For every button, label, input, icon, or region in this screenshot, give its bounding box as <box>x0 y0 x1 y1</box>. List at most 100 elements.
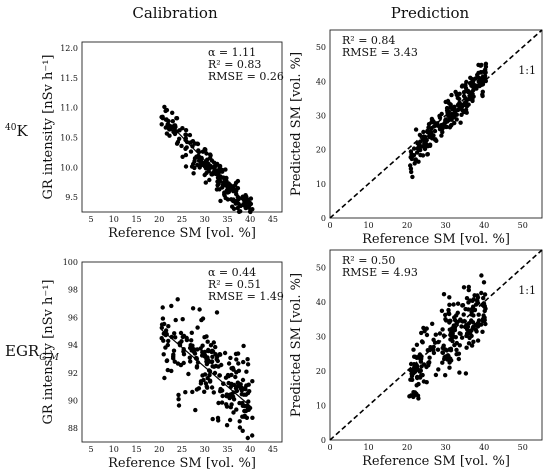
data-point <box>481 295 486 301</box>
data-point <box>211 390 216 395</box>
plot-frame <box>81 261 283 443</box>
one-to-one-label: 1:1 <box>518 284 536 297</box>
data-point <box>440 360 445 365</box>
y-tick-label: 12.0 <box>60 44 78 53</box>
data-point <box>231 206 237 211</box>
x-tick-label: 45 <box>268 215 278 224</box>
data-point <box>233 374 238 380</box>
data-point <box>409 371 414 376</box>
data-point <box>217 177 222 183</box>
data-point <box>176 403 182 408</box>
data-point <box>241 359 246 365</box>
data-point <box>440 129 445 135</box>
data-point <box>166 324 171 329</box>
data-point <box>478 70 484 75</box>
data-point <box>469 309 474 315</box>
data-point <box>223 167 228 172</box>
data-point <box>173 317 178 323</box>
data-point <box>414 374 420 380</box>
data-point <box>224 423 230 428</box>
y-tick-label: 98 <box>68 286 78 295</box>
y-tick-label: 50 <box>316 263 326 272</box>
data-point <box>209 359 215 365</box>
data-point <box>460 303 465 308</box>
data-point <box>430 321 435 326</box>
x-axis-title: Reference SM [vol. %] <box>362 454 510 469</box>
data-point <box>456 356 461 362</box>
data-point <box>191 161 196 167</box>
data-point <box>467 335 472 341</box>
data-point <box>222 192 227 197</box>
data-point <box>209 385 215 390</box>
data-point <box>466 96 472 102</box>
row-label-egr-main: EGR <box>5 342 40 360</box>
y-tick-label: 11.0 <box>60 104 78 113</box>
data-point <box>417 132 423 138</box>
data-point <box>473 327 479 333</box>
data-point <box>181 333 187 339</box>
data-point <box>446 354 451 359</box>
stat-annotation: RMSE = 3.43 <box>342 46 418 59</box>
data-point <box>469 90 474 95</box>
data-point <box>446 113 451 119</box>
data-point <box>245 362 251 367</box>
data-point <box>444 124 449 130</box>
data-point <box>220 388 225 393</box>
data-point <box>184 337 190 343</box>
x-tick-label: 20 <box>154 215 164 224</box>
data-point <box>238 386 243 391</box>
chart-prediction-40k: 0 10 20 30 40 50 0 10 20 30 40 50 Reference SM [vol.… <box>289 29 543 247</box>
data-point <box>424 364 429 370</box>
data-point <box>202 147 207 152</box>
plot-frame <box>81 41 283 213</box>
data-point <box>464 79 469 85</box>
data-point <box>216 418 221 423</box>
row-label-egr-subscript: G-M <box>39 353 59 363</box>
y-tick-label: 10.0 <box>60 163 78 172</box>
data-point <box>448 123 454 128</box>
data-point <box>237 425 243 430</box>
data-point <box>461 285 467 290</box>
data-point <box>164 358 170 363</box>
data-point <box>160 305 165 310</box>
x-tick-label: 35 <box>222 445 232 454</box>
data-point <box>189 347 194 352</box>
data-point <box>244 194 249 199</box>
data-point <box>479 273 484 278</box>
y-tick-label: 20 <box>316 367 326 376</box>
data-point <box>416 368 422 373</box>
stat-annotation: R² = 0.51 <box>208 278 261 291</box>
data-point <box>234 357 239 362</box>
y-tick-label: 11.5 <box>60 74 78 83</box>
data-point <box>206 169 211 174</box>
data-point <box>176 392 181 398</box>
data-point <box>187 132 193 138</box>
data-point <box>481 280 487 285</box>
data-point <box>213 352 218 357</box>
y-axis-title: Predicted SM [vol. %] <box>289 273 304 417</box>
data-point <box>466 287 471 293</box>
x-tick-label: 10 <box>109 445 119 454</box>
data-point <box>194 364 200 369</box>
data-point <box>236 209 242 214</box>
data-point <box>413 157 418 162</box>
data-point <box>236 368 242 373</box>
data-point <box>483 306 488 311</box>
data-point <box>441 333 447 338</box>
data-point <box>168 126 173 132</box>
data-point <box>224 188 229 193</box>
x-tick-label: 0 <box>327 221 332 230</box>
data-point <box>171 352 176 357</box>
data-point <box>222 350 228 356</box>
data-point <box>202 349 207 355</box>
data-point <box>172 359 177 364</box>
data-point <box>202 389 207 394</box>
data-point <box>428 345 433 350</box>
x-tick-label: 20 <box>402 221 412 230</box>
data-point <box>163 328 169 333</box>
data-point <box>457 91 462 97</box>
data-point <box>482 292 488 297</box>
column-title-calibration: Calibration <box>132 4 218 22</box>
data-point <box>453 89 458 95</box>
data-point <box>188 343 193 348</box>
